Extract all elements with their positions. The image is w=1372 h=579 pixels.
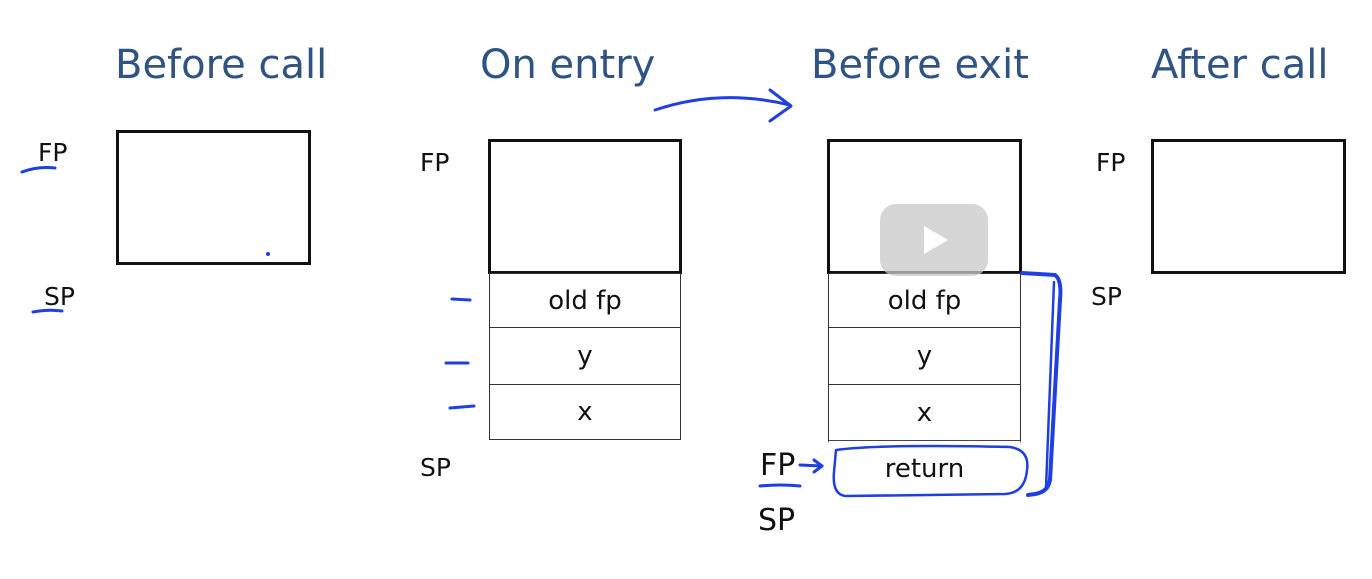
- video-play-button[interactable]: [880, 204, 988, 276]
- title-before-exit: Before exit: [811, 42, 1029, 88]
- play-icon: [924, 226, 948, 254]
- after-call-sp-label: SP: [1091, 282, 1122, 311]
- fp-pointer-arrowhead: [812, 458, 824, 474]
- on-entry-cell-x: x: [489, 384, 681, 440]
- frame-bracket-inner: [1044, 280, 1056, 490]
- after-call-fp-label: FP: [1096, 148, 1126, 177]
- before-exit-cell-y: y: [828, 327, 1021, 385]
- before-call-sp-label: SP: [44, 282, 75, 311]
- old-fp-dash-mark: [450, 297, 472, 302]
- on-entry-frame: [488, 139, 682, 274]
- on-entry-sp-label: SP: [420, 453, 451, 482]
- on-entry-cell-y: y: [489, 327, 681, 385]
- fp-pointer-arrow: [798, 463, 824, 468]
- before-exit-sp-label: SP: [758, 503, 796, 538]
- on-entry-cell-old-fp: old fp: [489, 273, 681, 328]
- before-call-frame: [116, 130, 311, 265]
- x-dash-mark: [448, 404, 476, 410]
- frame-bracket: [1020, 271, 1063, 497]
- before-exit-cell-return: return: [828, 443, 1021, 495]
- before-exit-fp-label: FP: [760, 448, 796, 483]
- title-before-call: Before call: [115, 42, 328, 88]
- before-exit-cell-old-fp: old fp: [828, 273, 1021, 328]
- before-call-fp-label: FP: [38, 138, 68, 167]
- title-after-call: After call: [1151, 42, 1329, 88]
- before-exit-cell-x: x: [828, 384, 1021, 444]
- transition-arrowhead: [768, 88, 793, 123]
- title-on-entry: On entry: [480, 42, 656, 88]
- on-entry-fp-label: FP: [420, 148, 450, 177]
- after-call-frame: [1151, 139, 1346, 274]
- fp-underline-mark: [20, 166, 57, 174]
- fp-underline-mark-exit: [758, 483, 802, 488]
- transition-arrow: [653, 96, 792, 112]
